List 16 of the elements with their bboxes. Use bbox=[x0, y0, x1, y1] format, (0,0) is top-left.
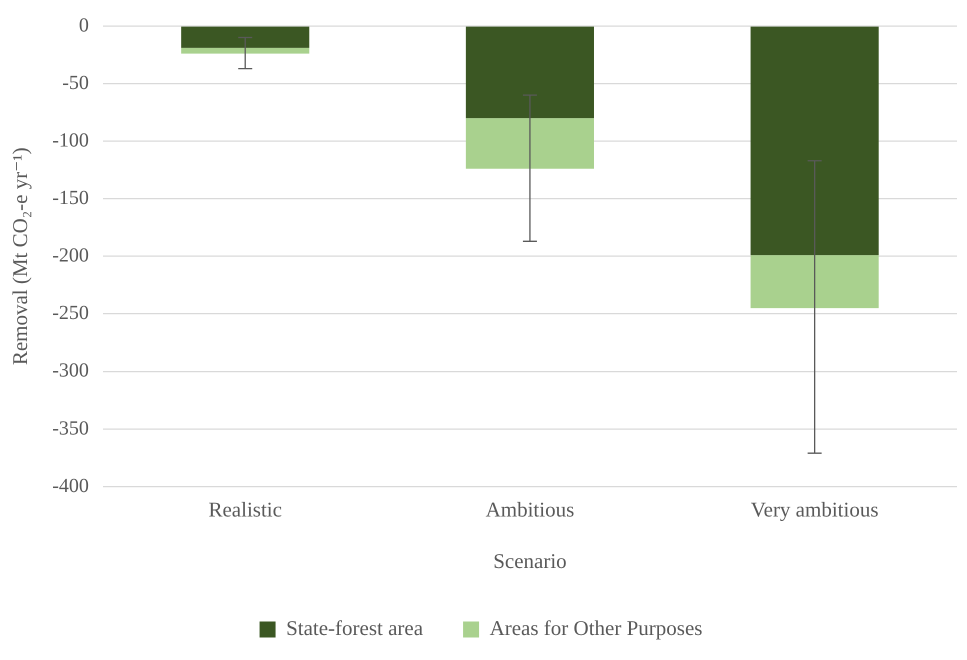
legend-label: State-forest area bbox=[286, 616, 424, 640]
x-tick-label: Very ambitious bbox=[750, 498, 879, 522]
y-tick-label: -400 bbox=[52, 474, 89, 497]
x-axis-title: Scenario bbox=[493, 548, 567, 573]
y-tick-label: -100 bbox=[52, 129, 89, 152]
legend-label: Areas for Other Purposes bbox=[490, 616, 702, 640]
x-tick-label: Realistic bbox=[208, 498, 282, 522]
y-tick-label: -150 bbox=[52, 186, 89, 209]
y-tick-label: -350 bbox=[52, 417, 89, 440]
x-tick-label: Ambitious bbox=[486, 498, 574, 522]
y-tick-label: 0 bbox=[78, 14, 89, 36]
y-tick-label: -250 bbox=[52, 302, 89, 324]
y-tick-label: -50 bbox=[62, 72, 89, 94]
y-tick-label: -300 bbox=[52, 360, 89, 382]
y-axis-title: Removal (Mt CO₂-e yr⁻¹) bbox=[8, 147, 32, 366]
y-tick-label: -200 bbox=[52, 244, 89, 267]
